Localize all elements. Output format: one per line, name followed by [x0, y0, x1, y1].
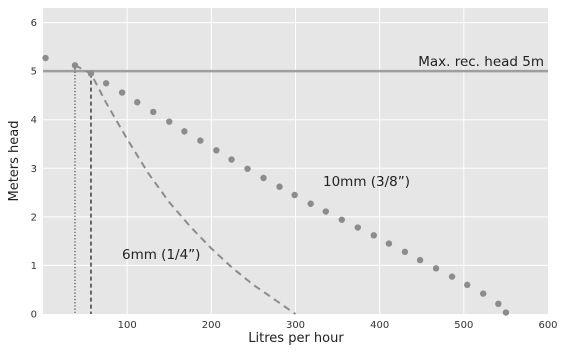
series-10mm-point [42, 54, 49, 62]
series-label: 10mm (3/8”) [323, 174, 410, 190]
series-10mm-point [401, 248, 409, 256]
x-tick-label: 400 [370, 320, 389, 331]
series-10mm-point [448, 273, 456, 280]
grid [43, 8, 548, 314]
series-10mm-point [102, 80, 110, 87]
series-10mm-point [338, 216, 345, 223]
series-10mm-point [370, 232, 377, 239]
series-label: 6mm (1/4”) [122, 247, 200, 263]
series-10mm-point [291, 191, 298, 199]
series-10mm-point [150, 108, 157, 116]
vertical-markers [74, 65, 92, 314]
series-6mm-line [74, 64, 297, 315]
y-tick-label: 0 [31, 310, 37, 321]
series-10mm-point [118, 89, 126, 96]
series-10mm-point [197, 137, 204, 144]
x-tick-label: 300 [286, 320, 305, 331]
series-10mm-point [354, 224, 361, 231]
y-tick-label: 5 [31, 67, 37, 78]
x-tick-label: 500 [454, 320, 473, 331]
series-10mm-point [479, 290, 487, 297]
series-10mm-point [307, 200, 314, 207]
series-10mm-point [244, 165, 251, 172]
series-group [42, 54, 510, 316]
tick-labels: 0 1 2 3 4 5 6 100 200 300 400 500 600 [31, 18, 558, 331]
y-axis-label: Meters head [7, 120, 22, 201]
x-tick-label: 600 [538, 320, 557, 331]
y-tick-label: 3 [31, 164, 37, 175]
series-10mm-point [385, 240, 393, 247]
x-tick-label: 100 [118, 320, 137, 331]
series-10mm-point [464, 281, 471, 289]
annotations: 10mm (3/8”) 6mm (1/4”) [122, 174, 410, 263]
series-10mm-point [213, 147, 220, 154]
y-tick-label: 1 [31, 261, 37, 272]
series-10mm-point [416, 256, 424, 264]
series-10mm-point [322, 208, 329, 215]
series-10mm-point [495, 300, 502, 307]
x-tick-label: 200 [202, 320, 221, 331]
series-10mm-point [260, 174, 267, 182]
series-10mm-point [432, 265, 440, 272]
series-10mm-point [134, 99, 141, 106]
series-10mm-point [166, 118, 173, 125]
series-10mm-point [181, 128, 188, 135]
series-10mm-point [502, 309, 510, 316]
y-tick-label: 4 [31, 115, 37, 126]
x-axis-label: Litres per hour [248, 331, 344, 346]
y-tick-label: 2 [31, 212, 37, 223]
series-10mm-point [276, 183, 283, 190]
y-tick-label: 6 [31, 18, 37, 29]
series-10mm-point [228, 156, 235, 163]
max-head-label: Max. rec. head 5m [418, 54, 544, 70]
reference-line-group: Max. rec. head 5m [43, 54, 548, 73]
